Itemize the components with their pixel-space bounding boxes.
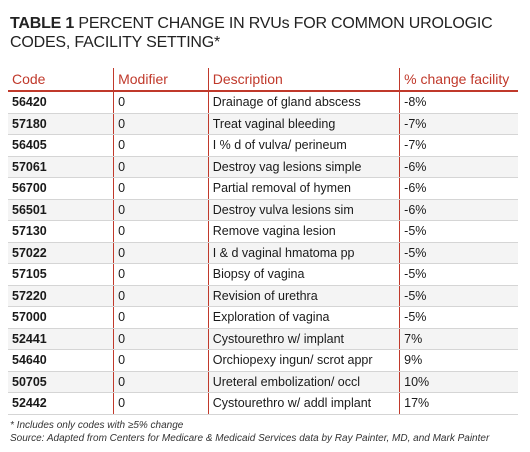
table-body: 56420 0 Drainage of gland abscess -8% 57180 0… xyxy=(8,91,518,415)
table-row: 56700 0 Partial removal of hymen -6% xyxy=(8,177,518,200)
cell-description: I % d of vulva/ perineum xyxy=(207,134,400,157)
table-row: 57022 0 I & d vaginal hmatoma pp -5% xyxy=(8,242,518,264)
cell-percent-change: -6% xyxy=(399,199,518,221)
data-table-container: Code Modifier Description % change facil… xyxy=(8,68,518,415)
cell-code: 57180 xyxy=(8,113,114,135)
cell-modifier: 0 xyxy=(113,328,209,350)
cell-code: 56501 xyxy=(8,199,114,221)
cell-description: Drainage of gland abscess xyxy=(207,91,400,114)
table-label: TABLE 1 xyxy=(10,15,75,32)
cell-code: 54640 xyxy=(8,349,114,372)
header-modifier: Modifier xyxy=(113,68,209,92)
table-title-text: PERCENT CHANGE IN RVUs FOR COMMON UROLOG… xyxy=(10,15,493,51)
cell-percent-change: -5% xyxy=(399,242,518,264)
cell-description: Biopsy of vagina xyxy=(207,263,400,286)
cell-description: Partial removal of hymen xyxy=(207,177,400,200)
table-row: 57105 0 Biopsy of vagina -5% xyxy=(8,263,518,286)
cell-code: 57105 xyxy=(8,263,114,286)
cell-modifier: 0 xyxy=(113,306,209,329)
cell-modifier: 0 xyxy=(113,199,209,221)
table-row: 56405 0 I % d of vulva/ perineum -7% xyxy=(8,134,518,157)
cell-description: Ureteral embolization/ occl xyxy=(207,371,400,393)
cell-percent-change: -5% xyxy=(399,263,518,286)
cell-modifier: 0 xyxy=(113,285,209,307)
cell-percent-change: -6% xyxy=(399,156,518,178)
table-row: 57000 0 Exploration of vagina -5% xyxy=(8,306,518,329)
table-row: 52441 0 Cystourethro w/ implant 7% xyxy=(8,328,518,350)
cell-percent-change: -8% xyxy=(399,91,518,114)
cell-description: Remove vagina lesion xyxy=(207,220,400,243)
cell-percent-change: -5% xyxy=(399,306,518,329)
table-row: 56420 0 Drainage of gland abscess -8% xyxy=(8,91,518,114)
table-row: 57130 0 Remove vagina lesion -5% xyxy=(8,220,518,243)
cell-modifier: 0 xyxy=(113,392,209,415)
cell-code: 57220 xyxy=(8,285,114,307)
cell-percent-change: 10% xyxy=(399,371,518,393)
footnotes: * Includes only codes with ≥5% change So… xyxy=(10,420,525,445)
cell-percent-change: 17% xyxy=(399,392,518,415)
header-row: Code Modifier Description % change facil… xyxy=(8,68,518,92)
table-row: 57061 0 Destroy vag lesions simple -6% xyxy=(8,156,518,178)
cell-description: Destroy vulva lesions sim xyxy=(207,199,400,221)
footnote-source: Source: Adapted from Centers for Medicar… xyxy=(10,432,490,444)
cell-description: Destroy vag lesions simple xyxy=(207,156,400,178)
cell-code: 56700 xyxy=(8,177,114,200)
cell-code: 57061 xyxy=(8,156,114,178)
cell-code: 52441 xyxy=(8,328,114,350)
cell-description: I & d vaginal hmatoma pp xyxy=(207,242,400,264)
cell-code: 57130 xyxy=(8,220,114,243)
cell-modifier: 0 xyxy=(113,113,209,135)
cell-code: 50705 xyxy=(8,371,114,393)
cell-percent-change: 7% xyxy=(399,328,518,350)
cell-description: Revision of urethra xyxy=(207,285,400,307)
cell-modifier: 0 xyxy=(113,156,209,178)
cell-percent-change: -5% xyxy=(399,285,518,307)
table-row: 56501 0 Destroy vulva lesions sim -6% xyxy=(8,199,518,221)
cell-description: Cystourethro w/ implant xyxy=(207,328,400,350)
cell-code: 52442 xyxy=(8,392,114,415)
cell-percent-change: -7% xyxy=(399,134,518,157)
cell-description: Orchiopexy ingun/ scrot appr xyxy=(207,349,400,372)
cell-code: 56420 xyxy=(8,91,114,114)
cell-description: Exploration of vagina xyxy=(207,306,400,329)
table-row: 57220 0 Revision of urethra -5% xyxy=(8,285,518,307)
cell-modifier: 0 xyxy=(113,91,209,114)
cell-modifier: 0 xyxy=(113,371,209,393)
header-code: Code xyxy=(8,68,114,92)
table-row: 52442 0 Cystourethro w/ addl implant 17% xyxy=(8,392,518,415)
table-title: TABLE 1 PERCENT CHANGE IN RVUs FOR COMMO… xyxy=(10,14,520,52)
cell-modifier: 0 xyxy=(113,349,209,372)
cell-percent-change: -6% xyxy=(399,177,518,200)
cell-modifier: 0 xyxy=(113,263,209,286)
cell-modifier: 0 xyxy=(113,220,209,243)
cell-percent-change: 9% xyxy=(399,349,518,372)
table-row: 50705 0 Ureteral embolization/ occl 10% xyxy=(8,371,518,393)
header-percent-change: % change facility xyxy=(399,68,518,92)
footnote-note: * Includes only codes with ≥5% change xyxy=(10,420,184,431)
data-table: Code Modifier Description % change facil… xyxy=(8,68,518,415)
cell-modifier: 0 xyxy=(113,242,209,264)
cell-code: 56405 xyxy=(8,134,114,157)
cell-code: 57022 xyxy=(8,242,114,264)
cell-description: Cystourethro w/ addl implant xyxy=(207,392,400,415)
header-description: Description xyxy=(207,68,400,92)
cell-percent-change: -5% xyxy=(399,220,518,243)
cell-description: Treat vaginal bleeding xyxy=(207,113,400,135)
cell-code: 57000 xyxy=(8,306,114,329)
cell-modifier: 0 xyxy=(113,177,209,200)
cell-percent-change: -7% xyxy=(399,113,518,135)
cell-modifier: 0 xyxy=(113,134,209,157)
table-row: 57180 0 Treat vaginal bleeding -7% xyxy=(8,113,518,135)
table-row: 54640 0 Orchiopexy ingun/ scrot appr 9% xyxy=(8,349,518,372)
